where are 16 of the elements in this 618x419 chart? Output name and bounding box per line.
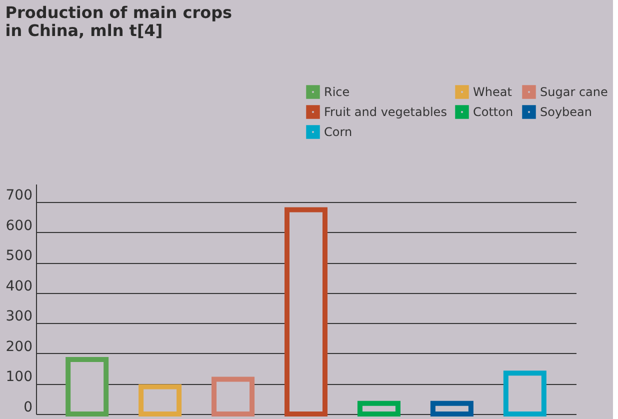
y-tick-label: 700 [6,188,32,204]
legend-label: Corn [324,125,352,139]
legend-label: Wheat [473,85,512,99]
y-tick-label: 100 [6,369,32,386]
legend-label: Sugar cane [540,85,608,99]
y-tick-label: 500 [6,248,32,264]
chart-title: Production of main crops in China, mln t[4] [5,3,232,40]
y-tick-label: 0 [24,400,32,416]
y-tick-label: 300 [6,308,32,325]
y-tick-label: 400 [6,278,32,294]
y-tick-label: 600 [6,218,32,234]
legend-label: Soybean [540,105,592,119]
legend-label: Fruit and vegetables [324,105,447,119]
legend-label: Cotton [473,105,514,119]
legend-label: Rice [324,85,350,99]
y-tick-label: 200 [6,338,32,355]
